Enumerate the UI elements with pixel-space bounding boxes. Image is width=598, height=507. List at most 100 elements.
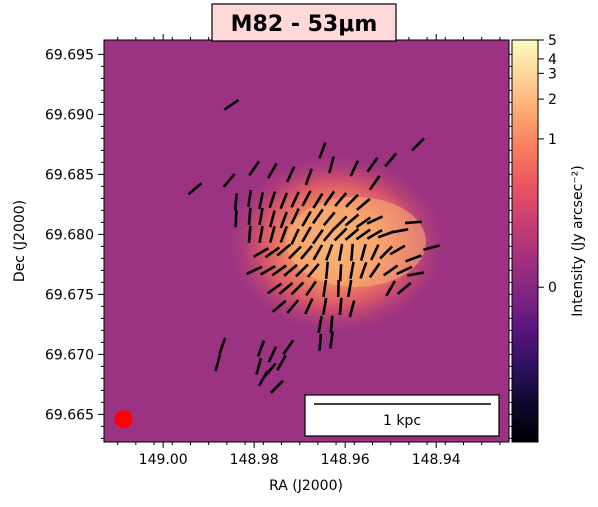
y-tick-label: 69.680 xyxy=(45,227,94,243)
polarization-vector xyxy=(391,228,409,234)
polarization-vector xyxy=(355,228,372,241)
polarization-vector xyxy=(405,254,422,263)
x-axis-label: RA (J2000) xyxy=(269,478,343,494)
polarization-vector xyxy=(312,192,324,209)
colorbar-tick-label: 1 xyxy=(548,132,557,148)
polarization-vector xyxy=(368,262,381,279)
galaxy-emission-core xyxy=(286,197,427,287)
polarization-vector xyxy=(318,333,323,352)
polarization-vector xyxy=(338,297,343,316)
polarization-vector xyxy=(328,156,335,174)
chart-title: M82 - 53μm xyxy=(231,12,378,37)
colorbar-tick-label: 4 xyxy=(548,52,557,68)
y-tick-label: 69.685 xyxy=(45,167,94,183)
polarization-vector xyxy=(355,216,372,229)
polarization-vector xyxy=(268,191,277,209)
colorbar-tick-label: 2 xyxy=(548,92,557,108)
scalebar: 1 kpc xyxy=(304,394,500,437)
y-tick-label: 69.675 xyxy=(45,287,94,303)
polarization-vector xyxy=(290,191,300,208)
polarization-vector xyxy=(370,244,380,261)
polarization-vector xyxy=(337,243,344,262)
polarization-vector xyxy=(276,243,292,257)
polarization-vector xyxy=(285,166,296,183)
polarization-vector xyxy=(218,337,227,355)
x-tick-label: 149.00 xyxy=(139,452,188,468)
polarization-vector xyxy=(318,141,327,159)
polarization-vector xyxy=(356,197,371,211)
polarization-vector xyxy=(366,215,384,225)
polarization-vector xyxy=(294,263,309,278)
colorbar-tick-label: 0 xyxy=(548,280,557,296)
polarization-vector xyxy=(329,315,334,334)
scalebar-label: 1 kpc xyxy=(383,413,421,429)
title-background xyxy=(211,3,397,42)
polarization-vector xyxy=(282,339,295,355)
polarization-vector xyxy=(334,192,348,207)
polarization-vector xyxy=(404,220,423,225)
polarization-vector xyxy=(329,331,334,349)
polarization-vector xyxy=(350,243,354,262)
polarization-vector xyxy=(256,339,266,357)
scalebar-box xyxy=(304,394,500,437)
polarization-vector xyxy=(252,247,270,258)
polarization-vector xyxy=(411,137,425,152)
x-axis: 149.00 148.98 148.96 148.94 xyxy=(117,34,501,468)
polarization-vector xyxy=(279,225,288,243)
polarization-vector xyxy=(322,211,336,227)
polarization-vector xyxy=(389,244,406,256)
polarization-vector xyxy=(234,210,238,228)
polarization-vector xyxy=(325,243,334,261)
polarization-vector xyxy=(268,210,276,228)
polarization-vector xyxy=(333,227,348,242)
polarization-vector xyxy=(276,354,287,371)
polarization-vector xyxy=(304,168,313,186)
polarization-vector xyxy=(247,207,252,226)
polarization-vector xyxy=(423,244,441,252)
polarization-vector xyxy=(379,245,394,260)
polarization-vector xyxy=(264,246,281,259)
polarization-vector xyxy=(359,261,368,279)
polarization-vector xyxy=(345,193,359,208)
polarization-vector xyxy=(311,229,324,245)
polarization-vector xyxy=(336,279,340,297)
polarization-vector xyxy=(396,281,412,295)
y-tick-label: 69.665 xyxy=(45,407,94,423)
polarization-vector xyxy=(301,190,312,207)
polarization-vector xyxy=(271,299,287,313)
colorbar-ticks: 5 43 2 1 0 xyxy=(538,33,557,296)
polarization-vector xyxy=(349,261,355,280)
polarization-vector xyxy=(279,211,288,229)
beam-marker xyxy=(114,410,133,429)
polarization-vector xyxy=(407,271,425,277)
polarization-vector xyxy=(323,190,336,207)
polarization-vector xyxy=(344,213,360,227)
polarization-vector xyxy=(271,264,287,277)
plot-area: 1 kpc xyxy=(103,39,510,443)
polarization-vector xyxy=(359,243,367,261)
polarization-vector xyxy=(368,175,381,191)
polarization-vector xyxy=(266,282,283,295)
polarization-vector xyxy=(278,281,294,295)
polarization-vector xyxy=(366,228,383,240)
polarization-vector xyxy=(338,264,343,282)
polarization-vector xyxy=(312,244,324,261)
polarization-vector xyxy=(305,280,317,297)
y-tick-label: 69.695 xyxy=(45,47,94,63)
polarization-vector xyxy=(279,192,289,210)
polarization-vectors xyxy=(187,98,441,394)
emission-layer xyxy=(221,149,452,339)
polarization-vector xyxy=(269,379,284,394)
polarization-vector xyxy=(263,362,277,378)
colorbar-bar xyxy=(511,39,539,443)
polarization-vector xyxy=(304,298,314,315)
polarization-vector xyxy=(223,98,240,111)
polarization-vector xyxy=(306,263,320,278)
polarization-vector xyxy=(290,281,305,296)
polarization-vector xyxy=(321,297,328,316)
polarization-vector xyxy=(382,264,399,277)
polarization-vector xyxy=(257,192,265,210)
y-axis-label: Dec (J2000) xyxy=(12,200,28,282)
polarization-vector xyxy=(247,189,253,207)
polarization-vector xyxy=(259,264,276,276)
